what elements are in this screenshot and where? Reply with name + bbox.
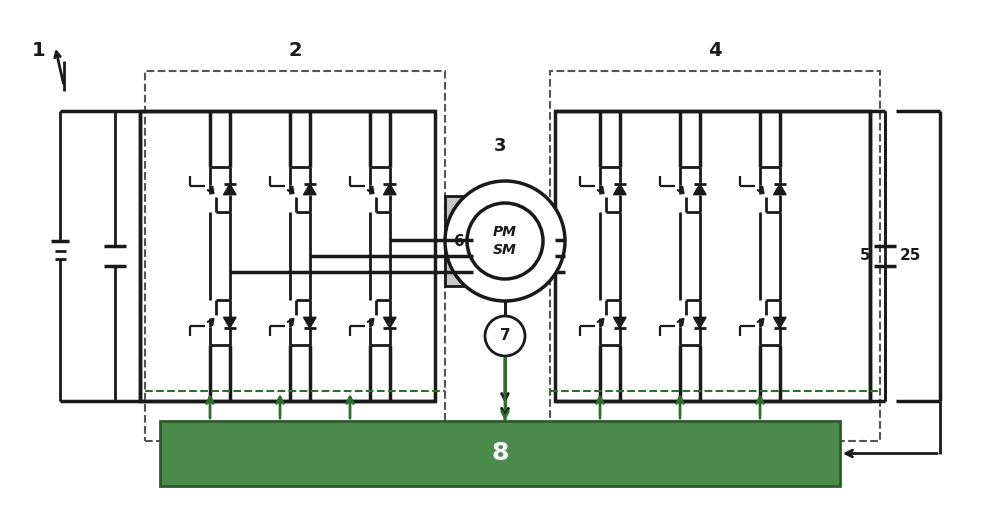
Bar: [555, 111, 870, 401]
Text: 8: 8: [491, 441, 509, 466]
Text: 7: 7: [500, 329, 510, 344]
Polygon shape: [614, 318, 626, 328]
Circle shape: [467, 203, 543, 279]
Circle shape: [485, 316, 525, 356]
Polygon shape: [304, 184, 316, 195]
Text: 25: 25: [900, 247, 921, 262]
Polygon shape: [224, 184, 236, 195]
Text: 3: 3: [494, 137, 506, 155]
Text: PM: PM: [493, 225, 517, 239]
Bar: [140, 111, 435, 401]
Polygon shape: [383, 184, 396, 195]
Text: SM: SM: [493, 243, 517, 257]
Polygon shape: [614, 184, 626, 195]
Bar: [145, 71, 445, 441]
Bar: [160, 421, 840, 486]
Circle shape: [445, 181, 565, 301]
Text: 1: 1: [32, 41, 46, 60]
Polygon shape: [694, 184, 706, 195]
Polygon shape: [774, 184, 786, 195]
Polygon shape: [383, 318, 396, 328]
Polygon shape: [304, 318, 316, 328]
Bar: [445, 196, 473, 286]
Polygon shape: [694, 318, 706, 328]
Text: 6: 6: [454, 234, 464, 249]
Text: 4: 4: [708, 41, 722, 60]
Text: 5: 5: [859, 247, 870, 262]
Polygon shape: [774, 318, 786, 328]
Text: 2: 2: [288, 41, 302, 60]
Polygon shape: [224, 318, 236, 328]
Bar: [550, 71, 880, 441]
